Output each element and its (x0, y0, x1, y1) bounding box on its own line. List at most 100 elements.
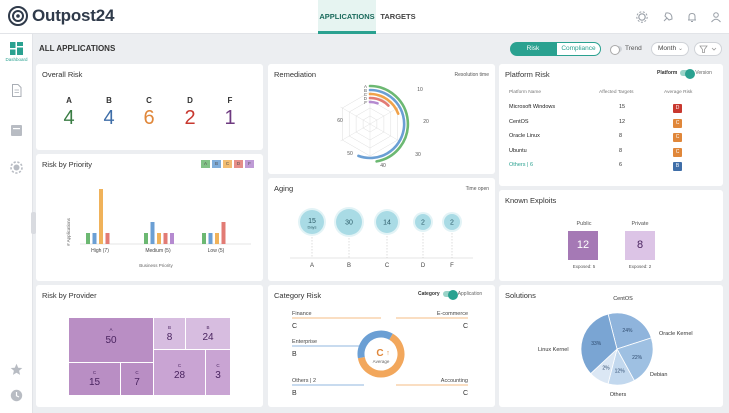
platform-table-row[interactable]: CentOS 12 C (509, 118, 709, 133)
compliance-toggle-button[interactable]: Compliance (556, 42, 601, 56)
x-tick-label: Medium (5) (145, 248, 171, 254)
pie-slice-centos (607, 312, 652, 350)
pie-slice-label: Oracle Kernel (659, 331, 693, 337)
category-center-label: Average (373, 359, 390, 364)
bar-a-1 (144, 233, 148, 244)
period-value: Month (658, 45, 677, 52)
aging-grade-label: F (450, 263, 454, 269)
settings-gear-icon[interactable] (636, 11, 648, 23)
overall-risk-grade-a[interactable]: A 4 (54, 96, 84, 130)
grade-count: 4 (63, 107, 75, 129)
tile-value: 28 (173, 370, 186, 381)
radar-spoke (369, 123, 400, 142)
trend-toggle[interactable]: Trend (610, 42, 642, 56)
filter-button[interactable] (694, 42, 722, 56)
tile-value: 15 (88, 377, 101, 388)
aging-bubble-value: 2 (450, 220, 454, 227)
platform-toggle[interactable]: Platform Version (657, 69, 712, 79)
history-clock-icon[interactable] (10, 389, 23, 402)
user-profile-icon[interactable] (710, 11, 722, 23)
notifications-bell-icon[interactable] (686, 11, 698, 23)
category-grade: B (292, 351, 297, 358)
period-select[interactable]: Month ⌄ (651, 42, 689, 56)
provider-tile[interactable]: C 7 (121, 363, 153, 395)
platform-table-row[interactable]: Ubuntu 8 C (509, 147, 709, 162)
settings-icon[interactable] (10, 161, 23, 174)
provider-tile[interactable]: B 24 (186, 318, 230, 349)
tile-grade: C (92, 370, 97, 375)
legend-item-d[interactable]: D (234, 160, 243, 168)
provider-tile[interactable]: C 15 (69, 363, 120, 395)
private-exploits-value[interactable]: 8 (625, 231, 655, 260)
legend-item-f[interactable]: F (245, 160, 254, 168)
public-exploits-value[interactable]: 12 (568, 231, 598, 260)
provider-tile[interactable]: C 3 (206, 350, 230, 395)
pie-slice-label: Others (610, 392, 627, 398)
platform-targets: 6 (619, 162, 623, 168)
favorites-star-icon[interactable] (10, 363, 23, 376)
public-exposed: Exposed: 5 (572, 264, 596, 269)
solutions-card: Solutions 24% CentOS 22% Oracle Kernel 12% De… (499, 285, 723, 407)
app-name: Outpost24 (32, 6, 115, 25)
category-grade: C (463, 390, 468, 397)
platform-switch[interactable] (680, 69, 696, 79)
private-label: Private (631, 221, 649, 227)
provider-tile[interactable]: B 8 (154, 318, 185, 349)
tile-grade: C (135, 370, 139, 375)
grade-label: D (187, 96, 193, 105)
aging-grade-label: B (347, 263, 351, 269)
category-grade: C (463, 323, 468, 330)
platform-table-row[interactable]: Microsoft Windows 15 D (509, 104, 709, 118)
bar-b-1 (150, 222, 155, 244)
legend-item-a[interactable]: A (201, 160, 210, 168)
app-logo[interactable]: Outpost24 (8, 6, 114, 26)
category-grade: B (292, 390, 297, 397)
bar-d-2 (221, 222, 226, 244)
top-bar: Outpost24 APPLICATIONS TARGETS (0, 0, 729, 34)
trend-switch[interactable] (610, 45, 622, 55)
aging-bubble-a (300, 210, 324, 234)
bar-f-1 (170, 233, 174, 244)
dashboard-icon[interactable] (10, 42, 23, 55)
bar-d-0 (105, 233, 110, 244)
risk-by-priority-title: Risk by Priority (42, 160, 93, 169)
folder-icon[interactable] (10, 124, 23, 137)
overall-risk-grade-d[interactable]: D 2 (175, 96, 205, 130)
provider-tile[interactable]: A 50 (69, 318, 153, 362)
category-toggle-right-label: Application (457, 291, 483, 297)
category-name: Enterprise (292, 339, 317, 345)
sidebar: Dashboard (0, 34, 33, 413)
overall-risk-grade-c[interactable]: C 6 (134, 96, 164, 130)
sidebar-item-dashboard-label[interactable]: Dashboard (5, 57, 28, 62)
platform-risk-card: Platform Risk Platform Version Platform … (499, 64, 723, 186)
provider-tile[interactable]: C 28 (154, 350, 205, 395)
platform-table-row[interactable]: Oracle Linux 8 C (509, 133, 709, 147)
category-toggle[interactable]: Category Application (418, 290, 483, 300)
overall-risk-grade-f[interactable]: F 1 (215, 96, 245, 130)
category-switch[interactable] (442, 290, 458, 300)
pie-slice-pct: 22% (632, 355, 643, 361)
radar-tick-label: 60 (337, 118, 343, 124)
risk-by-provider-title: Risk by Provider (42, 291, 97, 300)
category-donut-c (357, 330, 405, 378)
risk-toggle-button[interactable]: Risk (510, 42, 556, 56)
rocket-icon[interactable] (662, 11, 674, 23)
bar-a-0 (86, 233, 90, 244)
tab-targets[interactable]: TARGETS (380, 12, 416, 21)
header-affected-targets: Affected Targets (599, 90, 634, 95)
radar-tick-label: 30 (415, 152, 421, 158)
platform-table-row[interactable]: Others | 6 6 B (509, 162, 709, 176)
chevron-down-icon: ⌄ (677, 46, 683, 52)
sidebar-collapse-handle[interactable] (31, 212, 36, 234)
legend-item-b[interactable]: B (212, 160, 221, 168)
aging-bubble-value: 15 (308, 218, 316, 225)
aging-card: Aging Time open 15 Days A 30 B 14 C 2 D 2 F (268, 178, 495, 281)
document-icon[interactable] (10, 84, 23, 97)
pie-slice-pct: 12% (615, 368, 626, 374)
tab-applications[interactable]: APPLICATIONS (318, 0, 376, 34)
overall-risk-grade-b[interactable]: B 4 (94, 96, 124, 130)
legend-item-c[interactable]: C (223, 160, 232, 168)
platform-targets: 12 (619, 118, 626, 125)
